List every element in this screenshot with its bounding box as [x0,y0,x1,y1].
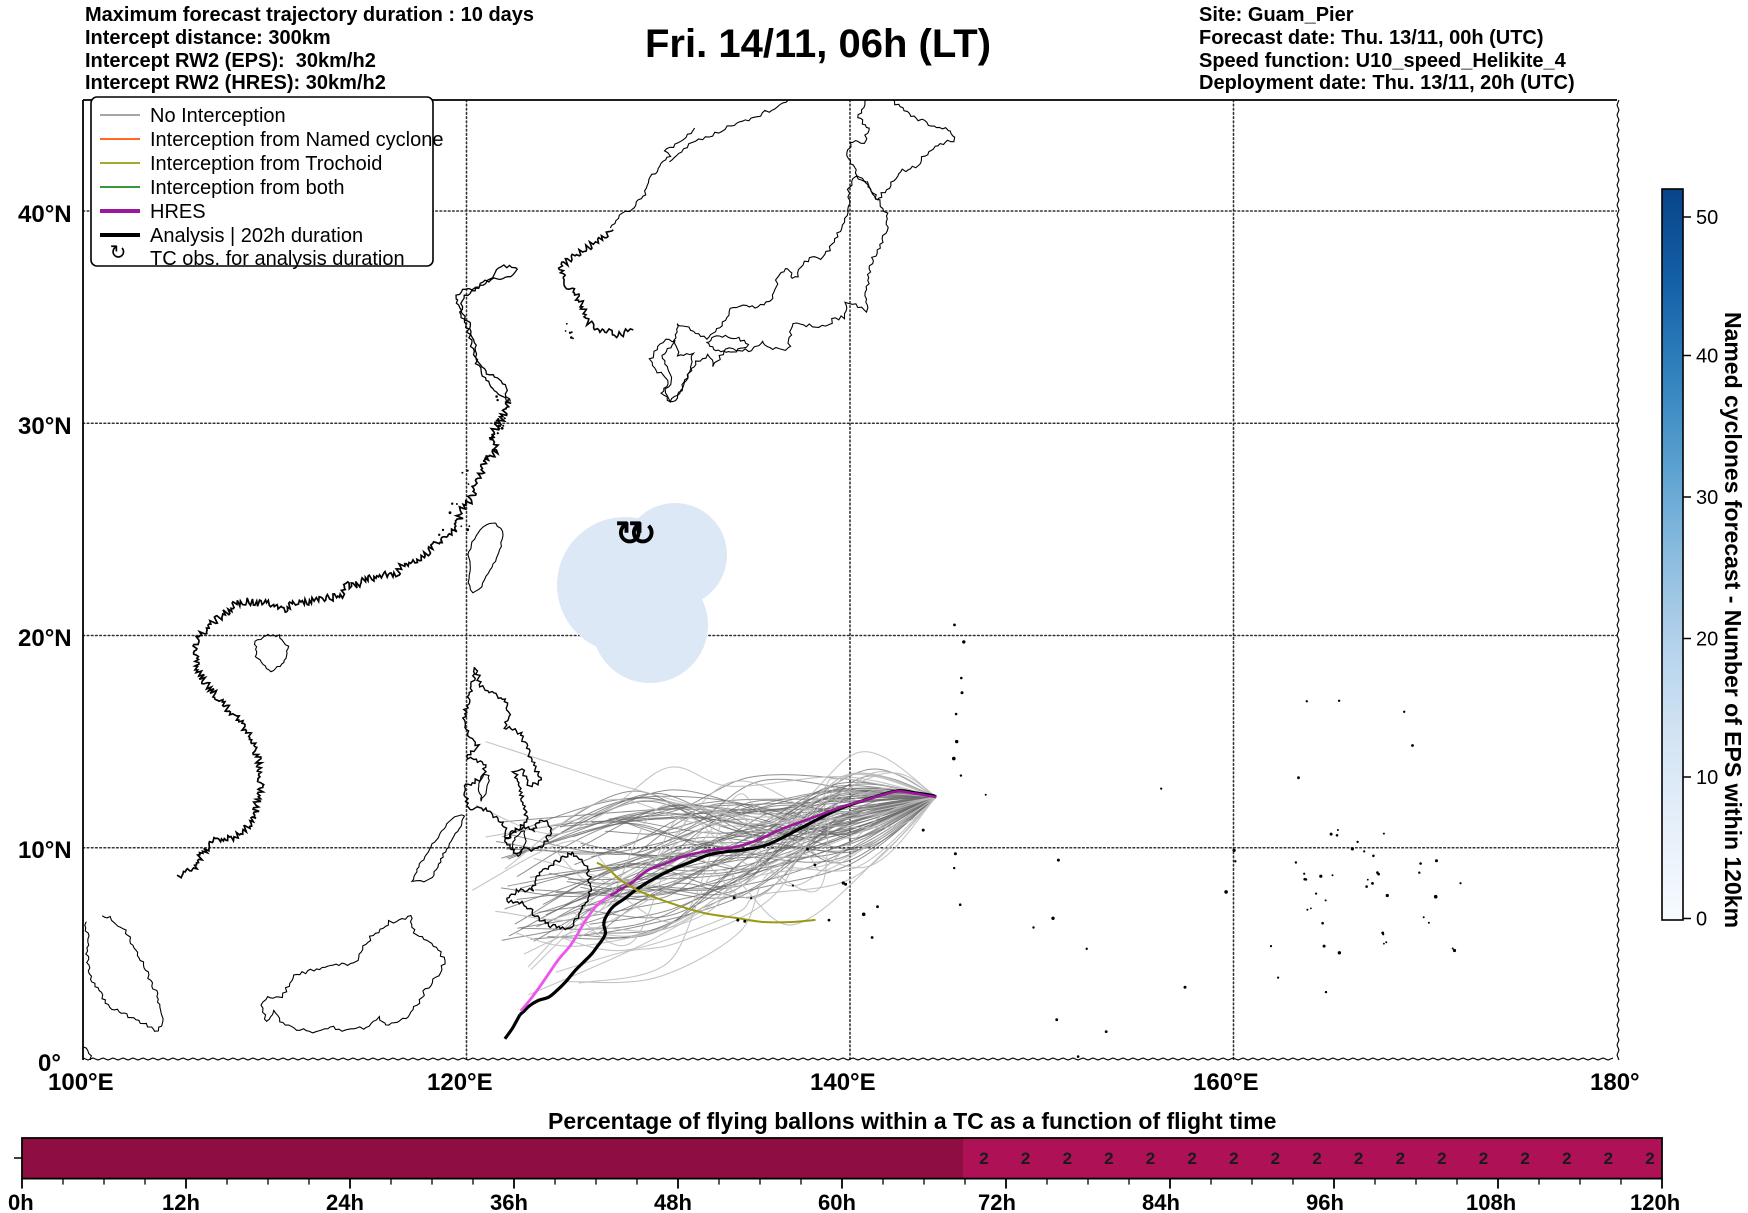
svg-text:2: 2 [1604,1149,1613,1168]
svg-text:2: 2 [1354,1149,1363,1168]
svg-text:2: 2 [1520,1149,1529,1168]
svg-text:2: 2 [1396,1149,1405,1168]
svg-text:2: 2 [1437,1149,1446,1168]
svg-text:2: 2 [1312,1149,1321,1168]
svg-text:2: 2 [1063,1149,1072,1168]
svg-text:2: 2 [1271,1149,1280,1168]
svg-text:2: 2 [1479,1149,1488,1168]
svg-text:2: 2 [979,1149,988,1168]
svg-text:2: 2 [1104,1149,1113,1168]
svg-text:2: 2 [1146,1149,1155,1168]
svg-text:2: 2 [1021,1149,1030,1168]
svg-text:2: 2 [1562,1149,1571,1168]
svg-text:2: 2 [1187,1149,1196,1168]
svg-text:2: 2 [1645,1149,1654,1168]
svg-text:2: 2 [1229,1149,1238,1168]
